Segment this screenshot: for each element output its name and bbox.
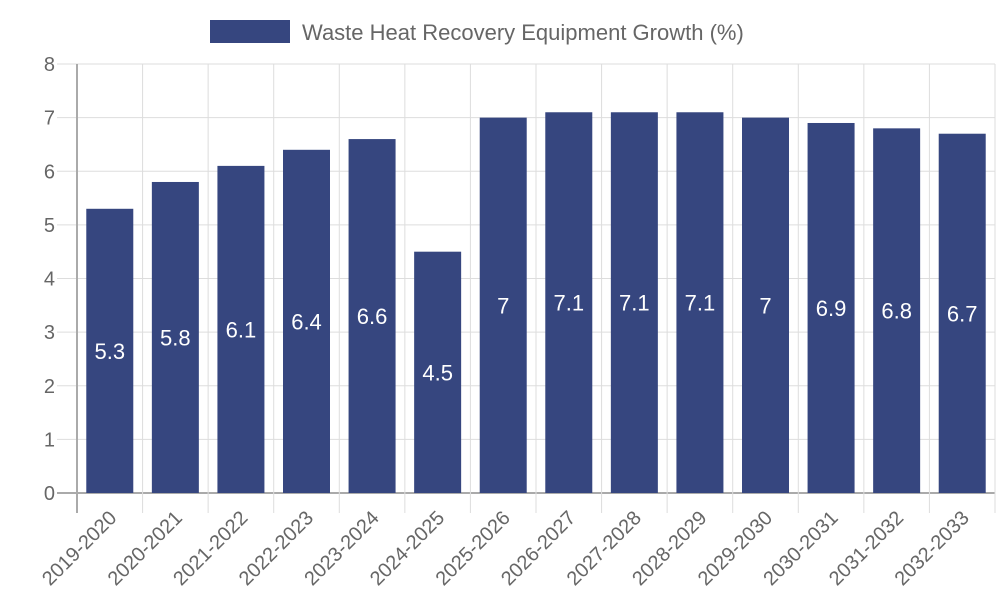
bar-value-label: 7: [759, 293, 771, 318]
bar: [414, 251, 462, 493]
bar: [348, 139, 396, 493]
bar-value-label: 5.8: [160, 325, 191, 350]
bar: [151, 181, 199, 493]
bar: [86, 208, 134, 493]
y-tick-label: 4: [44, 269, 55, 291]
bar-value-label: 6.6: [357, 304, 388, 329]
bar: [807, 122, 855, 494]
y-tick-label: 1: [44, 429, 55, 451]
bar: [742, 117, 789, 493]
y-tick-label: 5: [44, 215, 55, 237]
bar-value-label: 6.1: [226, 317, 257, 342]
y-tick-label: 0: [44, 483, 55, 505]
bar-value-label: 7.1: [619, 291, 650, 316]
bar-value-label: 7: [497, 293, 509, 318]
legend[interactable]: Waste Heat Recovery Equipment Growth (%): [210, 20, 744, 45]
y-tick-label: 3: [44, 322, 55, 344]
bar-value-label: 5.3: [94, 339, 125, 364]
y-tick-label: 7: [44, 108, 55, 130]
bar-value-label: 6.4: [291, 309, 322, 334]
bar: [610, 112, 658, 493]
y-tick-label: 8: [44, 54, 55, 76]
legend-label: Waste Heat Recovery Equipment Growth (%): [302, 20, 744, 45]
bar-value-label: 4.5: [422, 360, 453, 385]
bar: [545, 112, 593, 493]
bar: [479, 117, 527, 493]
y-tick-label: 6: [44, 161, 55, 183]
bar: [873, 128, 921, 493]
bar-value-label: 6.7: [947, 301, 978, 326]
bar: [938, 133, 986, 493]
bar: [217, 165, 265, 493]
bar: [283, 149, 330, 494]
y-tick-label: 2: [44, 376, 55, 398]
bar-value-label: 7.1: [553, 291, 584, 316]
bar-value-label: 6.8: [881, 299, 912, 324]
bar-value-label: 6.9: [816, 296, 847, 321]
bar-value-label: 7.1: [685, 291, 716, 316]
legend-swatch: [210, 20, 290, 43]
bar: [676, 112, 724, 493]
